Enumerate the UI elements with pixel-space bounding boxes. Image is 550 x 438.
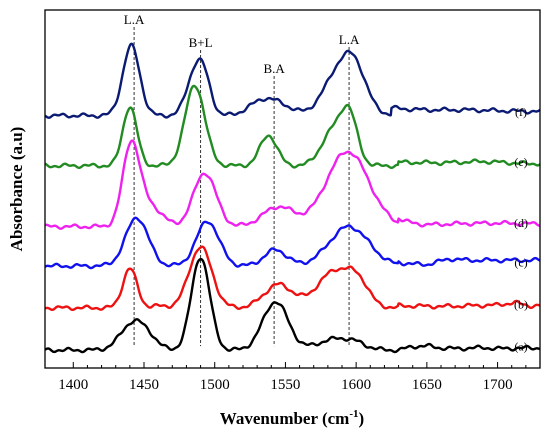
series-label: (f)	[515, 105, 527, 119]
y-axis-label: Absorbance (a.u)	[7, 127, 26, 252]
x-axis-label: Wavenumber (cm-1)	[220, 408, 364, 428]
annotation-guides	[133, 27, 350, 347]
x-axis-label-sup: -1	[349, 408, 358, 420]
x-axis: 1400 1450 1500 1550 1600 1650 1700	[58, 362, 541, 393]
annotation-label: B+L	[189, 35, 213, 50]
x-tick-label: 1450	[129, 377, 159, 393]
plot-frame	[44, 9, 541, 369]
series-label: (c)	[514, 255, 527, 269]
series-label: (a)	[514, 340, 527, 354]
x-tick-label: 1550	[270, 377, 300, 393]
x-tick-label: 1700	[483, 377, 513, 393]
annotation-label: B.A	[263, 61, 285, 76]
series-label: (d)	[514, 216, 528, 230]
x-tick-label: 1600	[341, 377, 371, 393]
annotation-labels: L.A B+L B.A L.A	[124, 12, 360, 76]
series-line-0	[44, 257, 541, 354]
x-tick-label: 1650	[412, 377, 442, 393]
annotation-label: L.A	[124, 12, 145, 27]
series-line-5	[44, 42, 541, 119]
x-axis-label-close: )	[359, 409, 365, 428]
x-tick-label: 1400	[58, 377, 88, 393]
series-label: (b)	[514, 297, 528, 311]
annotation-label: L.A	[339, 32, 360, 47]
x-axis-label-text: Wavenumber (cm	[220, 409, 350, 428]
series-line-1	[44, 245, 541, 312]
series-labels: (a) (b) (c) (d) (e) (f)	[514, 105, 528, 353]
x-tick-label: 1500	[200, 377, 230, 393]
spectra-series	[44, 42, 541, 354]
series-line-4	[44, 84, 541, 170]
series-line-2	[44, 216, 541, 270]
series-label: (e)	[514, 155, 527, 169]
series-line-3	[44, 139, 541, 230]
